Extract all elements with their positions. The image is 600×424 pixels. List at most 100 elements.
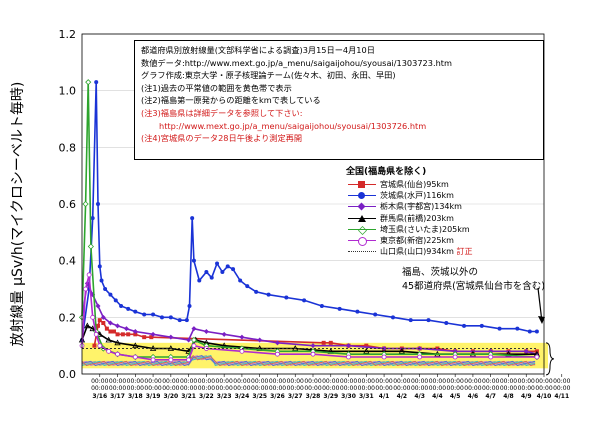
data-point xyxy=(126,332,131,337)
data-point xyxy=(523,348,529,354)
data-point xyxy=(115,323,121,329)
x-tick-date: 4/11 xyxy=(554,393,569,400)
data-point xyxy=(355,309,360,314)
x-tick-time: 00:00 xyxy=(162,378,179,385)
data-point xyxy=(462,323,467,328)
data-point xyxy=(190,336,198,344)
data-point xyxy=(186,357,192,363)
x-tick-time: 00:00 xyxy=(375,378,392,385)
y-tick-label: 1.0 xyxy=(59,85,77,98)
legend-entry: 山口県(山口)934km 訂正 xyxy=(346,246,546,257)
data-point xyxy=(444,321,449,325)
data-point xyxy=(225,264,230,269)
data-point xyxy=(435,346,440,351)
data-point xyxy=(97,343,103,349)
x-tick-date: 4/5 xyxy=(450,393,461,400)
data-point xyxy=(408,318,413,323)
background-series-line xyxy=(81,354,536,366)
data-point xyxy=(95,202,100,206)
data-point xyxy=(119,304,124,308)
legend-label: 群馬県(前橋)203km xyxy=(380,213,454,223)
x-tick-date: 3/18 xyxy=(128,393,143,400)
data-point xyxy=(86,272,92,278)
x-tick-time2: 00:00 xyxy=(482,385,499,392)
x-tick-date: 3/19 xyxy=(146,393,161,400)
data-point xyxy=(319,304,324,308)
legend-entry: 栃木県(宇都宮)134km xyxy=(346,201,546,212)
data-point xyxy=(534,329,539,334)
data-point xyxy=(274,340,280,346)
x-tick-time2: 00:00 xyxy=(162,385,179,392)
data-point xyxy=(239,334,245,340)
data-point xyxy=(92,343,97,348)
data-point xyxy=(132,342,139,349)
x-tick-time2: 00:00 xyxy=(216,385,233,392)
data-point xyxy=(132,329,138,334)
x-tick-date: 3/25 xyxy=(252,393,267,400)
legend-entry: 宮城県(仙台)95km xyxy=(346,179,546,190)
data-point xyxy=(168,357,174,363)
legend-marker xyxy=(358,225,367,235)
x-tick-time: 00:00 xyxy=(127,378,144,385)
pointer-arrowhead xyxy=(538,316,545,324)
data-point xyxy=(87,243,94,250)
data-point xyxy=(115,351,120,357)
x-tick-time: 00:00 xyxy=(518,378,535,385)
note-3-url: http://www.mext.go.jp/a_menu/saigaijohou… xyxy=(159,120,427,131)
x-tick-date: 4/8 xyxy=(503,393,514,400)
data-point xyxy=(534,354,540,360)
notes-box: 都道府県別放射線量(文部科学省による調査)3月15日ー4月10日 数値データ:h… xyxy=(134,40,544,160)
data-point xyxy=(515,326,520,331)
x-tick-time2: 00:00 xyxy=(127,385,144,392)
data-point xyxy=(321,340,326,345)
legend-swatch xyxy=(348,251,376,253)
x-tick-time2: 00:00 xyxy=(91,385,108,392)
others-label: 福島、茨城以外の 45都道府県(宮城県仙台市を含む) xyxy=(402,266,545,294)
x-tick-date: 3/26 xyxy=(270,393,285,400)
data-point xyxy=(231,267,236,272)
x-tick-date: 3/31 xyxy=(359,393,374,400)
legend-label: 栃木県(宇都宮)134km xyxy=(380,202,462,212)
data-point xyxy=(90,216,95,221)
data-point xyxy=(149,335,154,340)
data-point xyxy=(133,332,138,337)
data-point xyxy=(381,354,387,360)
x-tick-time: 00:00 xyxy=(109,378,126,385)
data-point xyxy=(85,79,92,86)
series-group xyxy=(80,80,539,342)
x-tick-date: 4/3 xyxy=(414,393,425,400)
note-title: 都道府県別放射線量(文部科学省による調査)3月15日ー4月10日 xyxy=(141,45,375,55)
data-point xyxy=(83,286,88,292)
data-point xyxy=(84,322,91,329)
data-point xyxy=(114,339,121,346)
x-tick-date: 3/21 xyxy=(181,393,196,400)
note-3: (注3)福島県は詳細データを参照して下さい: xyxy=(141,107,303,118)
data-point xyxy=(132,354,138,360)
x-tick-date: 4/6 xyxy=(468,393,479,400)
data-point xyxy=(191,258,196,263)
x-tick-time2: 00:00 xyxy=(553,385,570,392)
x-tick-time: 00:00 xyxy=(180,378,197,385)
data-point xyxy=(310,343,316,349)
data-point xyxy=(167,345,175,351)
x-tick-time: 00:00 xyxy=(251,378,268,385)
data-point xyxy=(95,303,101,309)
others-bracket xyxy=(537,287,555,376)
data-point xyxy=(142,335,147,340)
data-point xyxy=(93,331,99,337)
x-tick-time2: 00:00 xyxy=(144,385,161,392)
pointer-arrow xyxy=(537,287,543,323)
data-point xyxy=(221,331,227,337)
x-tick-date: 4/10 xyxy=(537,393,552,400)
legend-label: 埼玉県(さいたま)205km xyxy=(380,224,470,234)
note-source: 数値データ:http://www.mext.go.jp/a_menu/saiga… xyxy=(141,57,452,68)
x-tick-time: 00:00 xyxy=(447,378,464,385)
x-tick-time: 00:00 xyxy=(233,378,250,385)
x-tick-time2: 00:00 xyxy=(464,385,481,392)
background-series-line xyxy=(81,355,536,366)
y-tick-label: 0.8 xyxy=(59,141,77,154)
x-tick-time2: 00:00 xyxy=(535,385,552,392)
x-tick-time: 00:00 xyxy=(553,378,570,385)
data-point xyxy=(111,329,116,334)
